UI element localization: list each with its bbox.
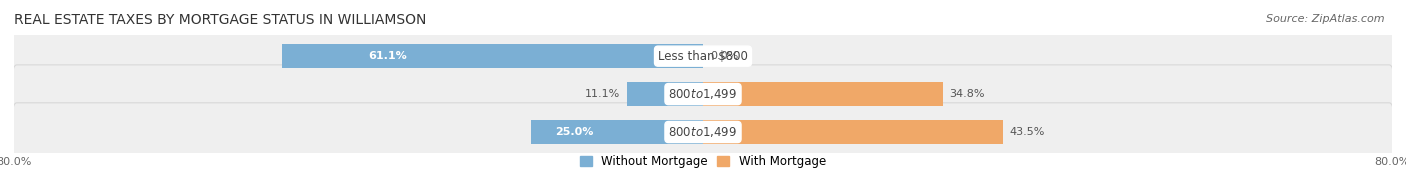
Text: $800 to $1,499: $800 to $1,499 (668, 87, 738, 101)
Text: Source: ZipAtlas.com: Source: ZipAtlas.com (1267, 14, 1385, 24)
FancyBboxPatch shape (13, 65, 1393, 123)
FancyBboxPatch shape (13, 27, 1393, 85)
Text: REAL ESTATE TAXES BY MORTGAGE STATUS IN WILLIAMSON: REAL ESTATE TAXES BY MORTGAGE STATUS IN … (14, 13, 426, 27)
Bar (283, 44, 703, 68)
Bar (627, 82, 703, 106)
Text: 25.0%: 25.0% (554, 127, 593, 137)
Text: 11.1%: 11.1% (585, 89, 620, 99)
Bar (703, 82, 943, 106)
Text: Less than $800: Less than $800 (658, 50, 748, 63)
Text: 61.1%: 61.1% (368, 51, 406, 61)
Text: $800 to $1,499: $800 to $1,499 (668, 125, 738, 139)
Bar (531, 120, 703, 144)
FancyBboxPatch shape (13, 103, 1393, 161)
Text: 43.5%: 43.5% (1010, 127, 1045, 137)
Bar (703, 120, 1002, 144)
Text: 34.8%: 34.8% (949, 89, 986, 99)
Text: 0.0%: 0.0% (710, 51, 738, 61)
Legend: Without Mortgage, With Mortgage: Without Mortgage, With Mortgage (581, 155, 825, 168)
